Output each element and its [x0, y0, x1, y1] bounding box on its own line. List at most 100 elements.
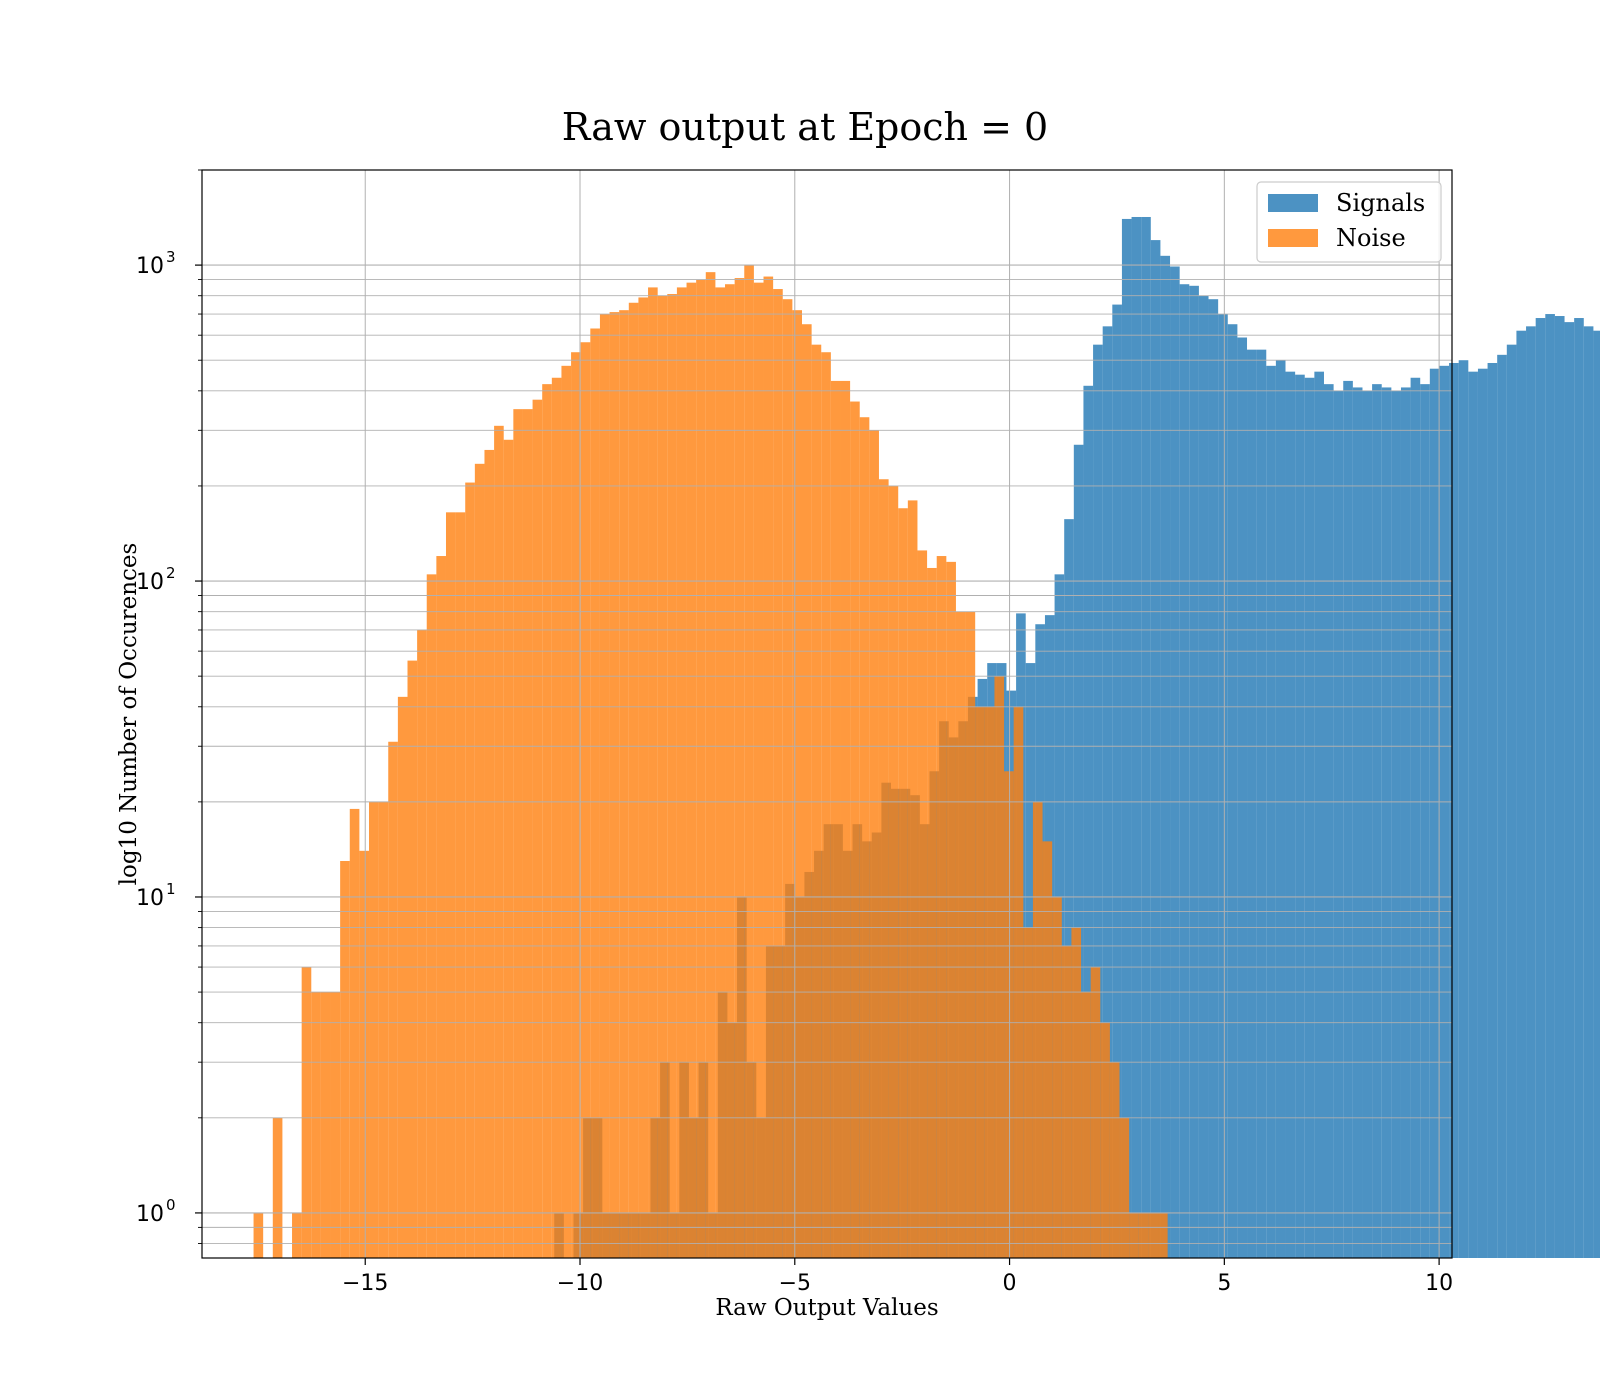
bar-noise — [369, 801, 379, 1258]
bar-noise — [465, 482, 475, 1258]
bar-noise — [542, 384, 552, 1258]
bar-noise — [474, 463, 485, 1258]
bar-noise — [1042, 841, 1053, 1258]
x-tick-label: −15 — [342, 1271, 388, 1296]
bar-noise — [802, 324, 812, 1259]
bar-noise — [763, 276, 774, 1258]
bar-signals — [1362, 390, 1373, 1259]
bar-signals — [1131, 216, 1142, 1259]
plot-frame — [201, 169, 1453, 1259]
bar-noise — [715, 287, 726, 1258]
bar-signals — [1218, 314, 1228, 1258]
x-tick-label: −5 — [779, 1271, 811, 1296]
bar-noise — [638, 297, 649, 1258]
bar-noise — [1032, 801, 1043, 1258]
bar-noise — [417, 629, 427, 1258]
bar-signals — [1208, 299, 1219, 1258]
bar-noise — [907, 500, 918, 1258]
chart-title: Raw output at Epoch = 0 — [562, 105, 1048, 149]
bar-noise — [917, 550, 928, 1258]
bar-noise — [311, 992, 321, 1258]
bar-noise — [975, 706, 985, 1258]
bar-noise — [1061, 945, 1072, 1258]
bar-noise — [397, 696, 408, 1258]
bar-noise — [725, 284, 735, 1259]
y-tick-label-exponent: 0 — [166, 1196, 176, 1214]
bar-signals — [1102, 326, 1113, 1259]
bar-noise — [850, 401, 860, 1258]
bar-signals — [1468, 371, 1478, 1258]
bar-signals — [1323, 384, 1334, 1258]
y-tick-label: 10 — [136, 570, 164, 595]
bar-signals — [1372, 384, 1382, 1258]
bar-signals — [1304, 377, 1315, 1258]
bar-signals — [1121, 218, 1132, 1259]
bar-noise — [503, 439, 514, 1258]
bar-signals — [1352, 387, 1363, 1258]
bar-noise — [340, 860, 350, 1258]
bar-signals — [1160, 255, 1171, 1258]
bar-noise — [609, 312, 620, 1259]
legend-swatch-noise — [1268, 229, 1318, 247]
bar-signals — [1449, 362, 1459, 1258]
bar-signals — [1381, 387, 1392, 1258]
bar-signals — [1506, 344, 1517, 1258]
bar-signals — [1256, 349, 1267, 1258]
bar-signals — [1112, 304, 1122, 1259]
bar-noise — [705, 272, 716, 1258]
bar-noise — [1148, 1212, 1159, 1258]
bar-noise — [869, 430, 879, 1258]
bar-noise — [676, 287, 687, 1258]
bar-signals — [1564, 322, 1575, 1258]
bar-signals — [1083, 385, 1094, 1258]
y-tick-label-exponent: 2 — [166, 564, 176, 582]
bar-noise — [484, 449, 495, 1258]
bar-noise — [888, 485, 899, 1258]
bar-noise — [532, 399, 543, 1258]
bar-noise — [744, 265, 754, 1258]
bar-noise — [898, 508, 908, 1258]
bar-signals — [1593, 330, 1600, 1258]
bar-signals — [1420, 384, 1430, 1258]
legend-label-signals: Signals — [1336, 189, 1425, 217]
bar-noise — [580, 342, 591, 1258]
bar-signals — [1545, 314, 1555, 1258]
bar-signals — [1170, 266, 1180, 1258]
bar-signals — [1295, 374, 1305, 1258]
bar-noise — [301, 967, 312, 1258]
legend-swatch-signals — [1268, 194, 1318, 212]
bar-signals — [1333, 390, 1344, 1259]
y-tick-label: 10 — [136, 254, 164, 279]
bar-noise — [359, 850, 370, 1258]
bar-signals — [1535, 318, 1546, 1258]
bar-signals — [1198, 295, 1209, 1259]
bar-noise — [445, 512, 456, 1258]
bar-noise — [292, 1212, 302, 1258]
bar-noise — [859, 417, 870, 1259]
bar-noise — [253, 1212, 264, 1258]
bar-noise — [590, 328, 600, 1258]
bar-noise — [734, 278, 745, 1258]
bar-signals — [1410, 377, 1421, 1258]
x-tick-label: −10 — [557, 1271, 603, 1296]
bar-noise — [388, 741, 398, 1258]
bar-noise — [946, 561, 956, 1258]
bar-signals — [1458, 360, 1469, 1259]
bar-noise — [378, 801, 389, 1258]
bar-signals — [1093, 344, 1103, 1258]
bar-noise — [667, 294, 677, 1258]
bar-noise — [696, 279, 706, 1258]
bar-noise — [927, 567, 937, 1258]
bar-noise — [628, 302, 639, 1258]
bar-signals — [1391, 390, 1401, 1259]
bar-noise — [840, 380, 851, 1258]
bar-noise — [984, 706, 995, 1258]
bar-signals — [1247, 349, 1257, 1258]
bar-signals — [1574, 318, 1584, 1258]
bar-noise — [1004, 771, 1014, 1258]
bar-noise — [753, 282, 764, 1258]
bar-noise — [522, 409, 533, 1258]
bar-noise — [494, 425, 504, 1258]
bar-noise — [272, 1117, 283, 1258]
